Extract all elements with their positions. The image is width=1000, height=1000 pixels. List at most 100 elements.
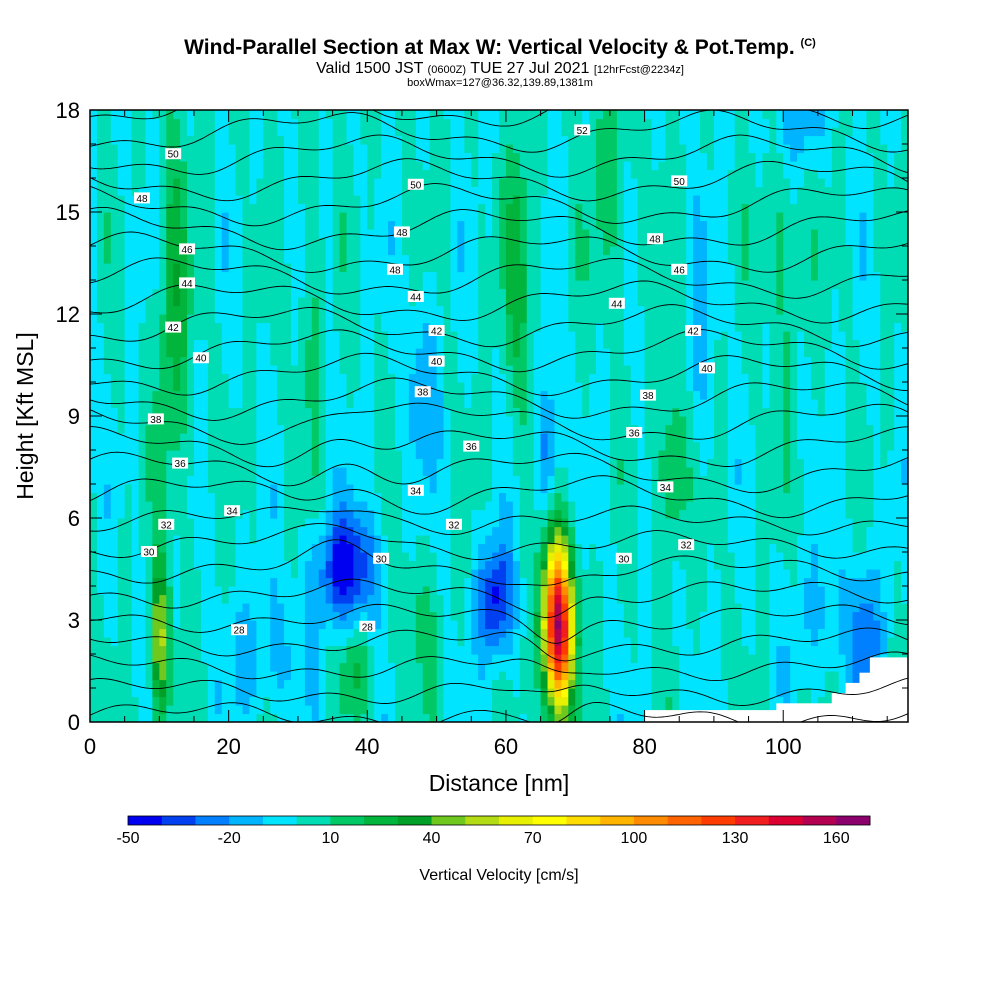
velocity-cell xyxy=(499,501,507,511)
velocity-cell xyxy=(880,373,888,383)
velocity-cell xyxy=(96,416,105,426)
velocity-cell xyxy=(817,679,826,689)
velocity-cell xyxy=(464,586,472,596)
velocity-cell xyxy=(658,399,666,409)
velocity-cell xyxy=(734,543,743,553)
velocity-cell xyxy=(304,603,313,613)
velocity-cell xyxy=(193,603,202,613)
velocity-cell xyxy=(797,696,805,706)
velocity-cell xyxy=(672,654,680,664)
velocity-cell xyxy=(138,696,147,706)
velocity-cell xyxy=(644,382,653,392)
velocity-cell xyxy=(200,441,209,451)
velocity-cell xyxy=(242,365,251,375)
velocity-cell xyxy=(540,594,549,604)
velocity-cell xyxy=(672,696,680,706)
velocity-cell xyxy=(485,620,493,630)
velocity-cell xyxy=(512,475,521,485)
velocity-cell xyxy=(485,543,493,553)
velocity-cell xyxy=(152,594,160,604)
velocity-cell xyxy=(221,518,230,528)
velocity-cell xyxy=(741,696,750,706)
velocity-cell xyxy=(554,569,562,579)
velocity-cell xyxy=(332,526,341,536)
velocity-cell xyxy=(249,399,257,409)
velocity-cell xyxy=(360,509,368,519)
velocity-cell xyxy=(589,705,597,715)
velocity-cell xyxy=(478,577,486,587)
velocity-cell xyxy=(96,467,105,477)
velocity-cell xyxy=(318,416,327,426)
velocity-cell xyxy=(686,620,694,630)
velocity-cell xyxy=(138,390,147,400)
velocity-cell xyxy=(443,645,452,655)
velocity-cell xyxy=(679,679,687,689)
velocity-cell xyxy=(776,671,784,681)
velocity-cell xyxy=(838,654,847,664)
velocity-cell xyxy=(526,501,535,511)
velocity-cell xyxy=(748,467,757,477)
velocity-cell xyxy=(901,509,908,519)
velocity-cell xyxy=(644,586,653,596)
velocity-cell xyxy=(332,611,341,621)
velocity-cell xyxy=(561,577,569,587)
velocity-cell xyxy=(713,467,722,477)
velocity-cell xyxy=(519,671,528,681)
velocity-cell xyxy=(131,594,140,604)
velocity-cell xyxy=(346,569,355,579)
velocity-cell xyxy=(408,671,417,681)
velocity-cell xyxy=(679,518,687,528)
velocity-cell xyxy=(110,526,119,536)
velocity-cell xyxy=(776,433,784,443)
velocity-cell xyxy=(270,373,278,383)
velocity-cell xyxy=(103,450,112,460)
velocity-cell xyxy=(173,467,181,477)
velocity-cell xyxy=(318,569,327,579)
velocity-cell xyxy=(769,569,777,579)
velocity-cell xyxy=(173,611,181,621)
velocity-cell xyxy=(401,543,410,553)
velocity-cell xyxy=(457,365,465,375)
velocity-cell xyxy=(693,390,701,400)
velocity-cell xyxy=(713,433,722,443)
velocity-cell xyxy=(561,433,569,443)
velocity-cell xyxy=(540,441,549,451)
velocity-cell xyxy=(221,365,230,375)
velocity-cell xyxy=(96,424,105,434)
velocity-cell xyxy=(270,552,278,562)
velocity-cell xyxy=(422,467,431,477)
velocity-cell xyxy=(734,654,743,664)
velocity-cell xyxy=(311,569,320,579)
velocity-cell xyxy=(575,662,583,672)
velocity-cell xyxy=(166,577,174,587)
velocity-cell xyxy=(443,688,452,698)
velocity-cell xyxy=(658,373,666,383)
velocity-cell xyxy=(492,365,500,375)
velocity-cell xyxy=(263,662,271,672)
velocity-cell xyxy=(207,424,216,434)
velocity-cell xyxy=(824,373,833,383)
velocity-cell xyxy=(810,373,819,383)
velocity-cell xyxy=(221,696,230,706)
velocity-cell xyxy=(561,526,569,536)
velocity-cell xyxy=(374,713,382,722)
velocity-cell xyxy=(561,637,569,647)
velocity-cell xyxy=(395,620,403,630)
velocity-cell xyxy=(706,441,715,451)
velocity-cell xyxy=(367,433,375,443)
velocity-cell xyxy=(381,526,389,536)
velocity-cell xyxy=(145,688,153,698)
velocity-cell xyxy=(533,526,542,536)
velocity-cell xyxy=(637,679,646,689)
velocity-cell xyxy=(207,441,216,451)
velocity-cell xyxy=(187,696,195,706)
velocity-cell xyxy=(540,475,549,485)
velocity-cell xyxy=(297,688,306,698)
velocity-cell xyxy=(880,526,888,536)
velocity-cell xyxy=(166,356,174,366)
velocity-cell xyxy=(679,441,687,451)
velocity-cell xyxy=(96,382,105,392)
velocity-cell xyxy=(720,535,729,545)
velocity-cell xyxy=(124,467,133,477)
velocity-cell xyxy=(346,654,355,664)
